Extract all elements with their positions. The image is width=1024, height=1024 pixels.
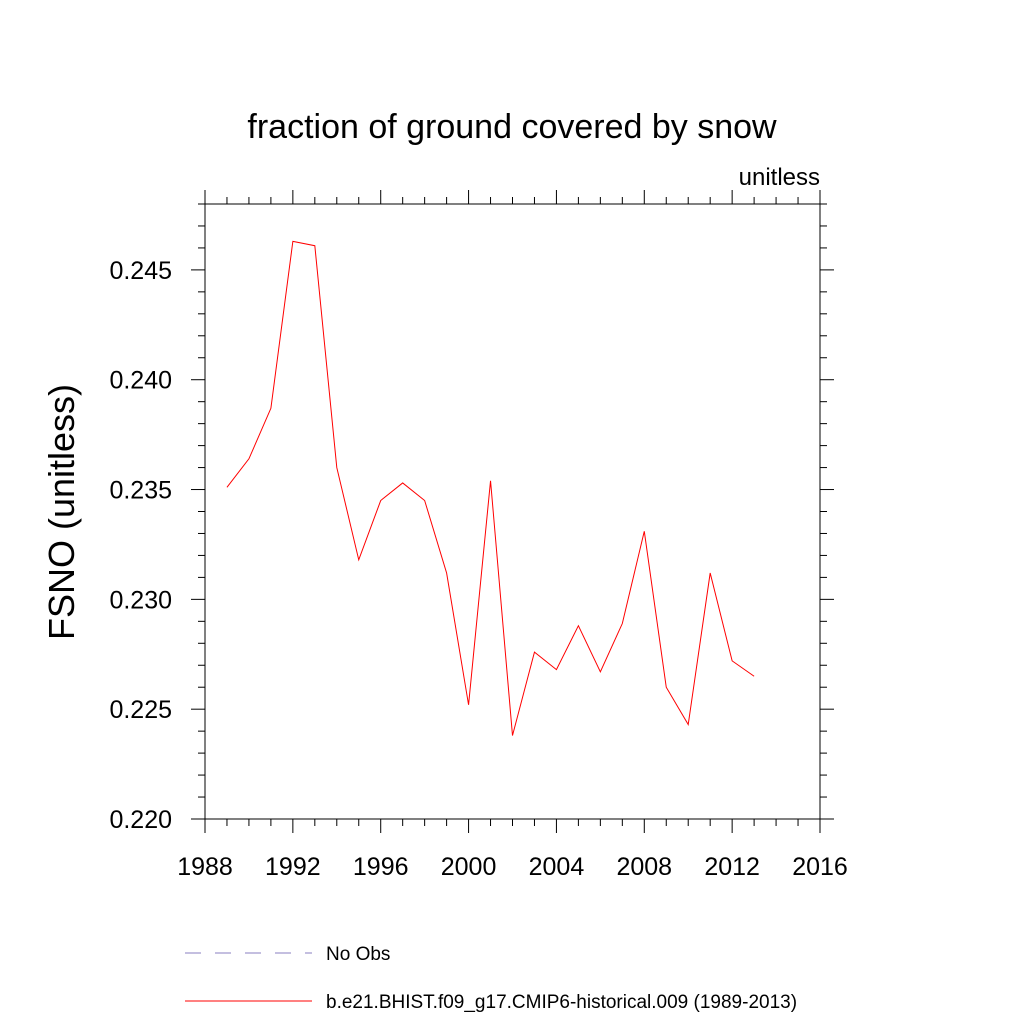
- legend: No Obs b.e21.BHIST.f09_g17.CMIP6-histori…: [185, 944, 797, 1013]
- plot-frame: [204, 203, 821, 820]
- x-tick-label: 1992: [265, 853, 321, 881]
- x-tick-label: 1988: [177, 853, 233, 881]
- units-label: unitless: [739, 164, 820, 191]
- x-tick-label: 2012: [704, 853, 760, 881]
- x-tick-label: 2008: [616, 853, 672, 881]
- legend-label-no-obs: No Obs: [326, 944, 390, 965]
- y-axis-label: FSNO (unitless): [41, 384, 82, 640]
- y-tick-label: 0.225: [109, 696, 172, 724]
- y-tick-label: 0.245: [109, 257, 172, 285]
- y-tick-label: 0.220: [109, 806, 172, 834]
- plot-axes: 1988 1992 1996 2000 2004 2008 2012 2016 0.220 0.2…: [109, 190, 848, 881]
- x-tick-label: 2004: [529, 853, 585, 881]
- chart-title: fraction of ground covered by snow: [247, 108, 777, 146]
- series-layer: [226, 240, 755, 736]
- x-tick-label: 2016: [792, 853, 848, 881]
- legend-label-model: b.e21.BHIST.f09_g17.CMIP6-historical.009…: [326, 992, 797, 1013]
- x-tick-label: 1996: [353, 853, 409, 881]
- y-tick-label: 0.235: [109, 477, 172, 505]
- y-tick-label: 0.230: [109, 586, 172, 614]
- y-tick-label: 0.240: [109, 367, 172, 395]
- series-line: [226, 240, 755, 736]
- x-tick-label: 2000: [441, 853, 497, 881]
